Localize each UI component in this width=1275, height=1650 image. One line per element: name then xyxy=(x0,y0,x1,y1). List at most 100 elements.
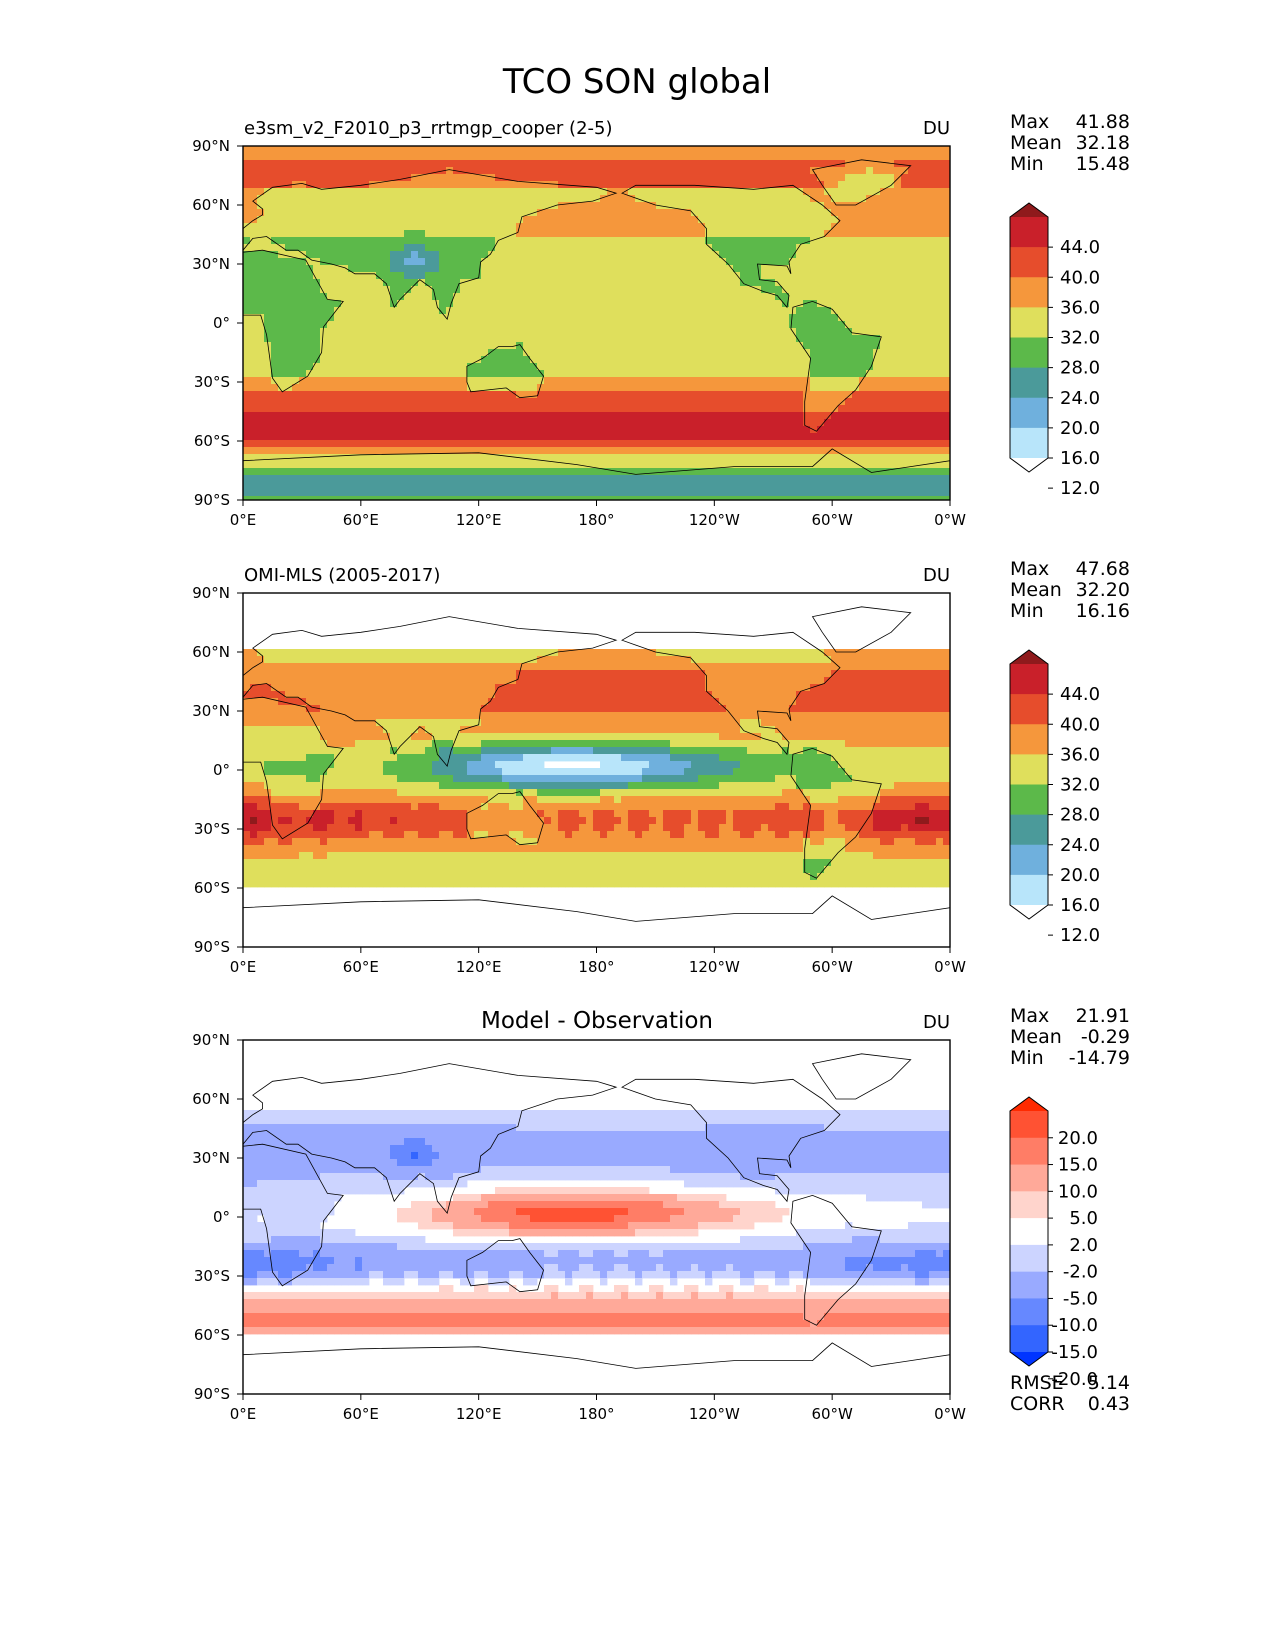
map-cell xyxy=(488,328,496,336)
map-cell xyxy=(936,321,944,329)
map-cell xyxy=(271,160,279,168)
map-cell xyxy=(649,454,657,462)
map-cell xyxy=(313,440,321,448)
map-cell xyxy=(628,300,636,308)
map-cell xyxy=(887,174,895,182)
map-cell xyxy=(789,405,797,413)
map-cell xyxy=(894,349,902,357)
map-cell xyxy=(817,153,825,161)
map-cell xyxy=(908,181,916,189)
map-cell xyxy=(705,349,713,357)
map-cell xyxy=(929,349,937,357)
map-cell xyxy=(887,209,895,217)
map-cell xyxy=(614,447,622,455)
map-cell xyxy=(642,482,650,490)
map-cell xyxy=(635,461,643,469)
map-cell xyxy=(677,272,685,280)
map-cell xyxy=(362,265,370,273)
map-cell xyxy=(355,377,363,385)
map-cell xyxy=(474,153,482,161)
map-cell xyxy=(292,426,300,434)
map-cell xyxy=(719,349,727,357)
map-cell xyxy=(852,293,860,301)
map-cell xyxy=(334,174,342,182)
map-cell xyxy=(859,251,867,259)
map-cell xyxy=(397,237,405,245)
map-cell xyxy=(831,419,839,427)
map-cell xyxy=(796,349,804,357)
map-cell xyxy=(488,300,496,308)
map-cell xyxy=(593,370,601,378)
map-cell xyxy=(691,377,699,385)
map-cell xyxy=(327,419,335,427)
map-cell xyxy=(810,475,818,483)
map-cell xyxy=(593,405,601,413)
map-cell xyxy=(796,237,804,245)
map-cell xyxy=(894,468,902,476)
map-cell xyxy=(376,433,384,441)
map-cell xyxy=(929,181,937,189)
map-cell xyxy=(677,223,685,231)
map-cell xyxy=(481,251,489,259)
map-cell xyxy=(530,377,538,385)
map-cell xyxy=(845,412,853,420)
map-cell xyxy=(691,174,699,182)
map-cell xyxy=(628,314,636,322)
map-cell xyxy=(593,349,601,357)
map-cell xyxy=(915,195,923,203)
map-cell xyxy=(530,167,538,175)
map-cell xyxy=(411,475,419,483)
map-cell xyxy=(495,461,503,469)
map-cell xyxy=(649,447,657,455)
map-cell xyxy=(572,412,580,420)
map-cell xyxy=(656,244,664,252)
map-cell xyxy=(838,181,846,189)
map-cell xyxy=(740,482,748,490)
map-cell xyxy=(684,230,692,238)
map-cell xyxy=(894,216,902,224)
map-cell xyxy=(530,335,538,343)
map-cell xyxy=(453,398,461,406)
map-cell xyxy=(887,363,895,371)
map-cell xyxy=(481,209,489,217)
map-cell xyxy=(376,356,384,364)
map-cell xyxy=(782,342,790,350)
map-cell xyxy=(348,300,356,308)
map-cell xyxy=(586,160,594,168)
map-cell xyxy=(299,279,307,287)
map-cell xyxy=(453,447,461,455)
map-cell xyxy=(621,181,629,189)
map-cell xyxy=(579,433,587,441)
map-cell xyxy=(523,286,531,294)
map-cell xyxy=(719,265,727,273)
map-cell xyxy=(859,412,867,420)
map-cell xyxy=(488,363,496,371)
map-cell xyxy=(299,447,307,455)
map-cell xyxy=(838,167,846,175)
map-cell xyxy=(271,440,279,448)
map-cell xyxy=(936,405,944,413)
map-cell xyxy=(439,286,447,294)
map-cell xyxy=(747,433,755,441)
map-cell xyxy=(747,321,755,329)
map-cell xyxy=(635,363,643,371)
map-cell xyxy=(943,195,951,203)
map-cell xyxy=(600,412,608,420)
map-cell xyxy=(866,328,874,336)
map-cell xyxy=(523,258,531,266)
map-cell xyxy=(901,405,909,413)
map-cell xyxy=(824,370,832,378)
map-cell xyxy=(502,153,510,161)
map-cell xyxy=(572,251,580,259)
map-cell xyxy=(831,461,839,469)
map-cell xyxy=(600,195,608,203)
map-cell xyxy=(334,216,342,224)
map-cell xyxy=(467,391,475,399)
map-cell xyxy=(467,146,475,154)
map-cell xyxy=(502,300,510,308)
map-cell xyxy=(453,370,461,378)
map-cell xyxy=(453,419,461,427)
map-cell xyxy=(537,342,545,350)
map-cell xyxy=(390,174,398,182)
map-cell xyxy=(663,265,671,273)
